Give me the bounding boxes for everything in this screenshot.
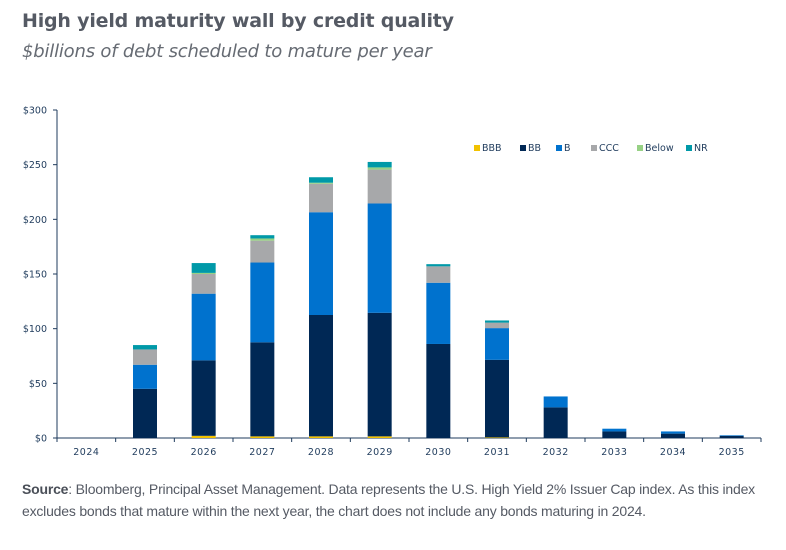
y-axis: $0 $50 $100 $150 $200 $250 $300	[23, 106, 58, 445]
legend-item-ccc: CCC	[591, 143, 619, 154]
bar-2032-b	[543, 396, 568, 408]
bar-2030-nr	[426, 264, 451, 267]
bar-2029-bbb	[367, 436, 392, 438]
bar-2027-nr	[250, 235, 275, 239]
x-tick-label: 2030	[425, 447, 451, 458]
bar-2031-bbb	[485, 437, 509, 439]
bar-2028-below	[309, 182, 333, 184]
legend-item-below: Below	[637, 143, 674, 154]
legend-item-b: B	[556, 143, 571, 154]
x-tick-label: 2032	[543, 447, 569, 458]
bar-2025-nr	[133, 345, 157, 350]
bar-2027-b	[250, 262, 275, 343]
chart-subtitle: $billions of debt scheduled to mature pe…	[22, 41, 432, 62]
bar-2031-ccc	[485, 322, 509, 329]
bar-2026-below	[191, 272, 216, 274]
x-tick-label: 2028	[308, 447, 334, 458]
x-tick-label: 2035	[719, 447, 745, 458]
bar-2025-b	[133, 364, 157, 389]
x-tick-label: 2026	[191, 447, 217, 458]
legend-label: BB	[528, 143, 541, 154]
x-tick-label: 2033	[601, 447, 627, 458]
bar-2031-bb	[485, 359, 509, 438]
bar-2028-b	[309, 212, 333, 315]
x-tick-label: 2029	[367, 447, 393, 458]
bars	[133, 161, 744, 439]
legend-item-bbb: BBB	[474, 143, 502, 154]
bar-2034-bb	[661, 433, 685, 438]
bar-2032-bb	[543, 407, 568, 438]
x-tick-label: 2034	[660, 447, 686, 458]
y-tick-label: $200	[23, 215, 47, 226]
bar-2029-b	[367, 203, 392, 313]
x-tick-label: 2031	[484, 447, 510, 458]
y-tick-label: $50	[29, 379, 47, 390]
bar-2029-ccc	[367, 169, 392, 204]
legend-swatch	[556, 145, 562, 151]
y-tick-label: $150	[23, 270, 47, 281]
x-axis: 2024 2025 2026 2027 2028 2029 2030 2031 2032 2033…	[56, 437, 762, 458]
legend-swatch	[637, 145, 643, 151]
bar-2030-ccc	[426, 266, 451, 283]
bar-2025-bb	[133, 388, 157, 438]
stacked-bar-chart: $0$50$100$150$200$250$300 2024 2025 2026 20…	[23, 106, 762, 458]
bar-2027-bbb	[250, 436, 275, 438]
y-tick-label: $250	[23, 160, 47, 171]
bar-2026-nr	[191, 263, 216, 273]
chart-title: High yield maturity wall by credit quali…	[22, 10, 454, 32]
bar-2029-below	[367, 167, 392, 170]
bar-2035-bb	[719, 435, 744, 438]
bar-2031-nr	[485, 320, 509, 323]
legend-swatch	[591, 145, 597, 151]
bar-2026-ccc	[191, 274, 216, 294]
bar-2028-nr	[309, 177, 333, 183]
bar-2033-bb	[602, 431, 627, 438]
bar-2027-bb	[250, 342, 275, 437]
legend-label: BBB	[482, 143, 502, 154]
bar-2034-b	[661, 431, 685, 434]
bar-2029-nr	[367, 161, 392, 168]
bar-2026-b	[191, 293, 216, 361]
legend-label: CCC	[599, 143, 619, 154]
y-tick-label: $100	[23, 324, 47, 335]
y-tick-label: $300	[23, 106, 47, 117]
legend: BBB BB B CCC Below NR	[474, 143, 708, 154]
legend-swatch	[474, 145, 480, 151]
legend-label: NR	[694, 143, 708, 154]
x-tick-label: 2025	[132, 447, 158, 458]
bar-2026-bbb	[191, 435, 216, 438]
bar-2026-bb	[191, 360, 216, 436]
bar-2030-b	[426, 282, 451, 344]
y-tick-label: $0	[35, 434, 47, 445]
source-label: Source	[22, 481, 69, 497]
x-tick-label: 2027	[249, 447, 275, 458]
source-text: : Bloomberg, Principal Asset Management.…	[22, 481, 755, 519]
legend-label: B	[564, 143, 571, 154]
legend-swatch	[686, 145, 692, 151]
legend-item-nr: NR	[686, 143, 708, 154]
bar-2030-bb	[426, 343, 451, 438]
bar-2029-bb	[367, 312, 392, 437]
bar-2027-ccc	[250, 240, 275, 263]
x-tick-label: 2024	[73, 447, 99, 458]
legend-item-bb: BB	[520, 143, 541, 154]
bar-2028-bbb	[309, 436, 333, 438]
bar-2027-below	[250, 238, 275, 241]
bar-2031-b	[485, 328, 509, 360]
source-note: Source: Bloomberg, Principal Asset Manag…	[22, 478, 772, 522]
bar-2025-ccc	[133, 349, 157, 365]
bar-2033-b	[602, 428, 627, 432]
legend-swatch	[520, 145, 526, 151]
bar-2028-ccc	[309, 183, 333, 213]
legend-label: Below	[645, 143, 674, 154]
bar-2035-b	[719, 435, 744, 436]
bar-2028-bb	[309, 315, 333, 437]
